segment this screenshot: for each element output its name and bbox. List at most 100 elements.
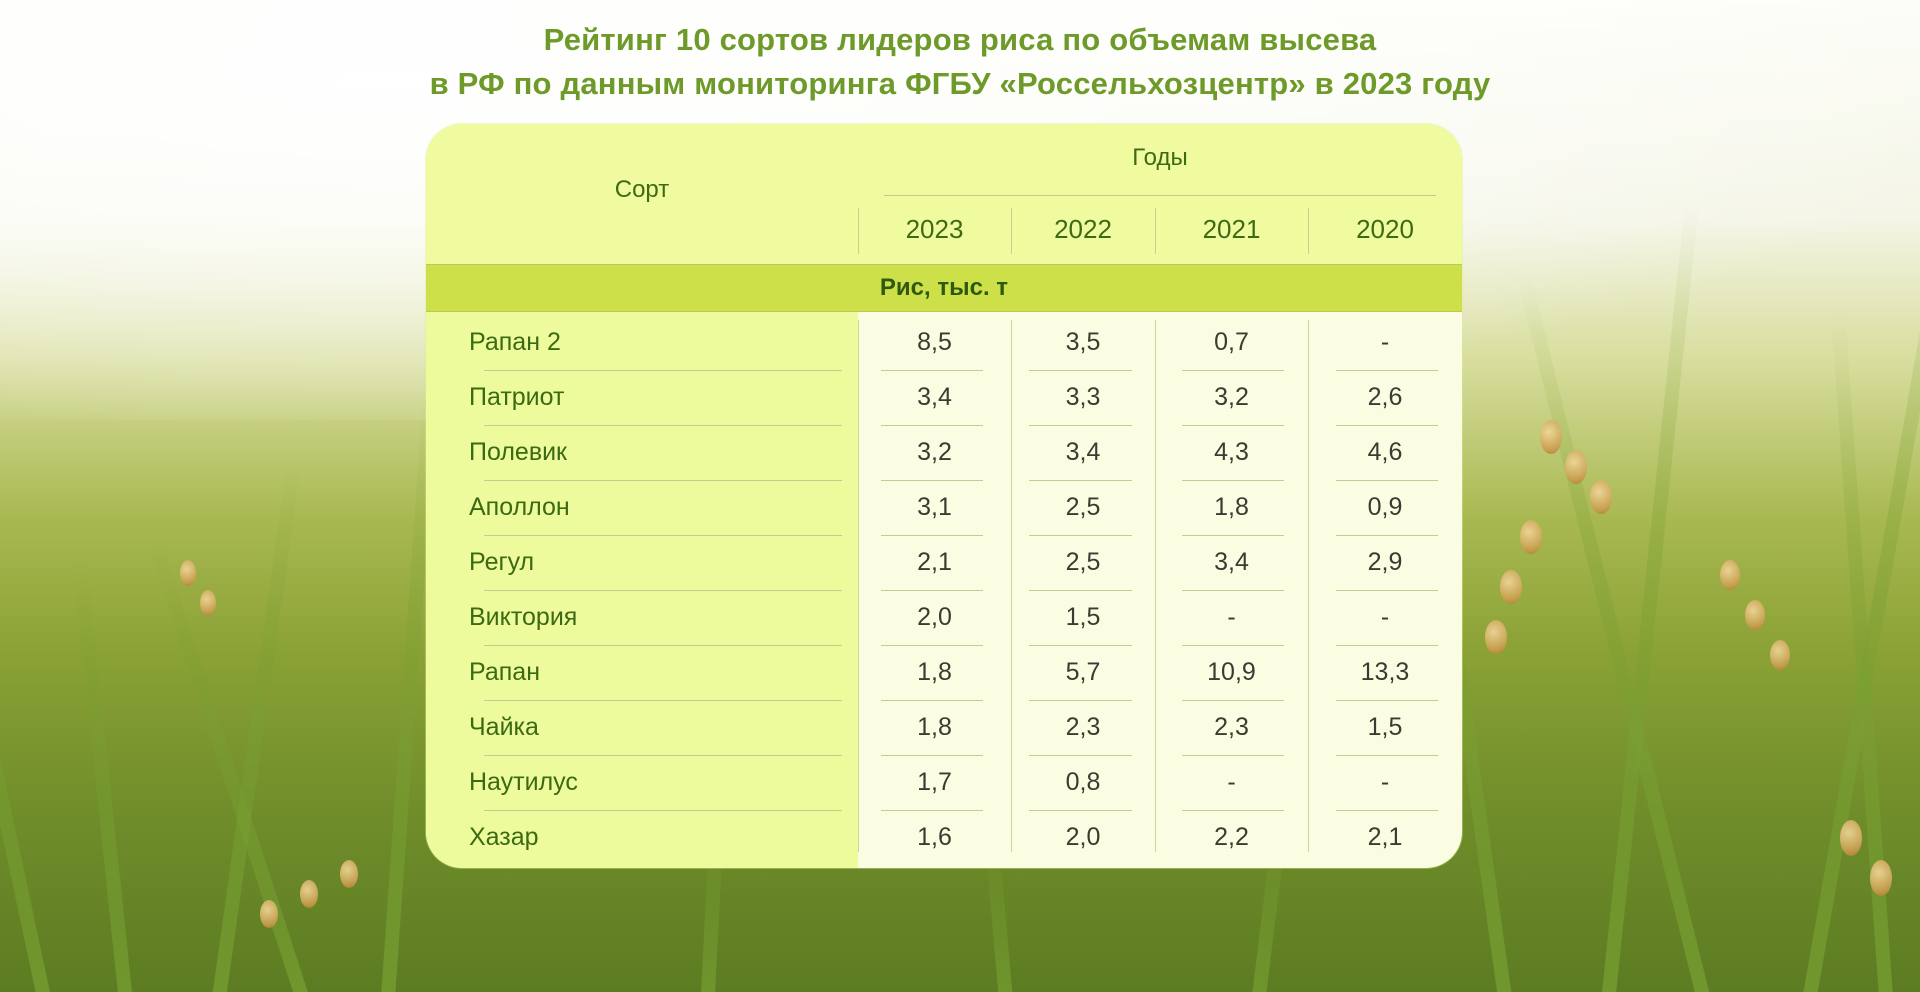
rice-grain	[1720, 560, 1740, 590]
value-2022: 3,5	[1065, 328, 1101, 356]
value-2020: 0,9	[1367, 493, 1403, 521]
value-2021: 1,8	[1214, 493, 1249, 521]
value-2021: -	[1227, 603, 1236, 631]
rice-stalk	[71, 553, 134, 992]
row-divider	[1029, 480, 1132, 481]
column-divider	[1011, 320, 1012, 852]
value-2020: 2,9	[1367, 548, 1403, 576]
value-2022: 3,4	[1065, 438, 1101, 466]
value-2021: 2,3	[1214, 713, 1249, 741]
column-divider	[1011, 208, 1012, 254]
value-2020: -	[1380, 768, 1390, 796]
value-2023: 1,8	[917, 713, 952, 741]
column-divider	[858, 320, 859, 852]
table-row: Наутилус 1,7 0,8 - -	[426, 756, 1462, 811]
rice-grain	[1870, 860, 1892, 896]
row-divider	[484, 535, 842, 536]
value-2020: 2,1	[1367, 823, 1403, 851]
variety-name: Чайка	[469, 713, 539, 741]
row-divider	[1182, 480, 1284, 481]
value-2021: 10,9	[1207, 658, 1256, 686]
row-divider	[1336, 370, 1438, 371]
variety-column-header: Сорт	[614, 176, 670, 203]
rice-grain	[1565, 450, 1587, 484]
rice-grain	[300, 880, 318, 908]
variety-name: Патриот	[469, 383, 565, 411]
value-2020: 1,5	[1367, 713, 1403, 741]
row-divider	[484, 810, 842, 811]
year-header-2022: 2022	[1054, 214, 1112, 244]
table-row: Хазар 1,6 2,0 2,2 2,1	[426, 811, 1462, 866]
row-divider	[484, 700, 842, 701]
rice-stalk	[0, 501, 54, 992]
value-2022: 5,7	[1065, 658, 1101, 686]
row-divider	[881, 700, 983, 701]
row-divider	[1336, 645, 1438, 646]
title-line-1: Рейтинг 10 сортов лидеров риса по объема…	[543, 22, 1377, 57]
value-2020: -	[1380, 603, 1390, 631]
row-divider	[1182, 700, 1284, 701]
row-divider	[1182, 370, 1284, 371]
row-divider	[484, 425, 842, 426]
row-divider	[1029, 755, 1132, 756]
years-group-header: Годы	[1132, 144, 1188, 171]
value-2023: 2,0	[917, 603, 952, 631]
value-2022: 2,0	[1065, 823, 1101, 851]
value-2020: 13,3	[1360, 658, 1410, 686]
value-2023: 8,5	[917, 328, 952, 356]
value-2023: 3,1	[917, 493, 952, 521]
value-2022: 0,8	[1065, 768, 1101, 796]
value-2023: 2,1	[917, 548, 952, 576]
column-divider	[1308, 320, 1309, 852]
row-divider	[881, 425, 983, 426]
value-2023: 1,6	[917, 823, 952, 851]
value-2020: -	[1380, 328, 1390, 356]
row-divider	[1182, 590, 1284, 591]
row-divider	[1029, 700, 1132, 701]
row-divider	[1336, 590, 1438, 591]
row-divider	[881, 810, 983, 811]
variety-name: Виктория	[469, 603, 578, 631]
table-body: Рапан 2 8,5 3,5 0,7 - Патриот 3,4 3,3 3,…	[426, 316, 1462, 866]
year-header-2023: 2023	[905, 214, 964, 244]
table-row: Рапан 2 8,5 3,5 0,7 -	[426, 316, 1462, 371]
row-divider	[1182, 645, 1284, 646]
value-2021: -	[1227, 768, 1236, 796]
table-row: Аполлон 3,1 2,5 1,8 0,9	[426, 481, 1462, 536]
variety-name: Полевик	[469, 438, 567, 466]
value-2021: 0,7	[1214, 328, 1249, 356]
row-divider	[881, 590, 983, 591]
row-divider	[484, 755, 842, 756]
table-header-background	[426, 124, 1462, 264]
rice-grain	[1840, 820, 1862, 856]
rice-grain	[1590, 480, 1612, 514]
column-divider	[1155, 320, 1156, 852]
row-divider	[1336, 535, 1438, 536]
value-2023: 3,4	[917, 383, 952, 411]
table-row: Патриот 3,4 3,3 3,2 2,6	[426, 371, 1462, 426]
rice-grain	[1485, 620, 1507, 654]
row-divider	[484, 645, 842, 646]
value-2020: 4,6	[1367, 438, 1403, 466]
years-header-divider	[884, 195, 1436, 196]
rice-grain	[1770, 640, 1790, 670]
variety-name: Регул	[469, 548, 535, 576]
variety-name: Аполлон	[469, 493, 570, 521]
row-divider	[881, 645, 983, 646]
row-divider	[881, 535, 983, 536]
value-2022: 2,5	[1065, 548, 1101, 576]
table-row: Виктория 2,0 1,5 - -	[426, 591, 1462, 646]
row-divider	[1029, 425, 1132, 426]
row-divider	[1029, 645, 1132, 646]
rice-varieties-table: Сорт Годы 2023 2022 2021 2020 Рис, тыс. …	[426, 124, 1462, 868]
row-divider	[1336, 700, 1438, 701]
row-divider	[1029, 810, 1132, 811]
table-row: Регул 2,1 2,5 3,4 2,9	[426, 536, 1462, 591]
rice-grain	[1500, 570, 1522, 604]
rice-grain	[1520, 520, 1542, 554]
year-header-2021: 2021	[1202, 214, 1261, 244]
table-row: Полевик 3,2 3,4 4,3 4,6	[426, 426, 1462, 481]
column-divider	[858, 208, 859, 254]
section-label: Рис, тыс. т	[879, 274, 1009, 301]
rice-grain	[200, 590, 216, 616]
